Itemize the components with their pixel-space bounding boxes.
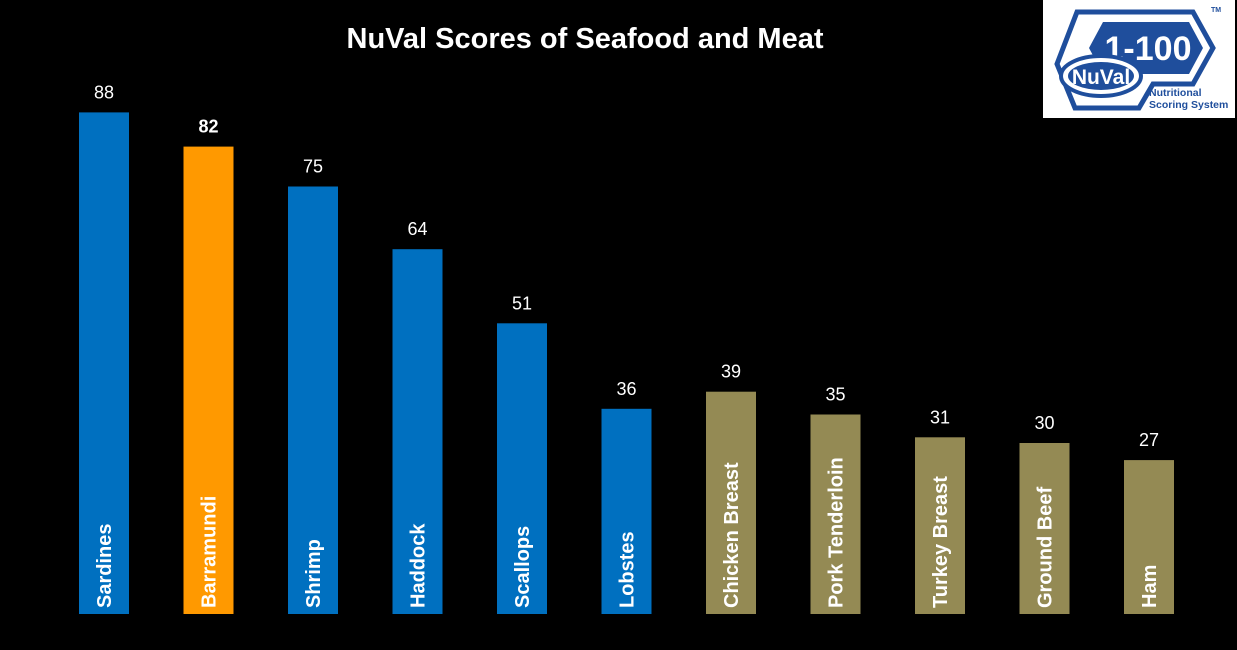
logo-tagline-line2: Scoring System xyxy=(1149,99,1228,111)
bar-lobstes xyxy=(601,408,652,614)
logo-tagline-line1: Nutritional xyxy=(1149,87,1202,99)
bar-barramundi xyxy=(183,146,234,614)
value-label-lobstes: 36 xyxy=(616,379,636,399)
category-label-lobstes: Lobstes xyxy=(617,531,639,608)
logo-brand-inner xyxy=(1068,62,1134,90)
bar-chicken-breast xyxy=(706,391,756,614)
logo-hexagon-outline xyxy=(1054,9,1216,111)
value-label-sardines: 88 xyxy=(94,82,114,102)
category-label-scallops: Scallops xyxy=(512,526,534,608)
category-label-pork-tenderloin: Pork Tenderloin xyxy=(826,457,848,608)
nuval-logo-graphic: 1-100 NuVal TM Nutritional Scoring Syste… xyxy=(1054,7,1228,111)
bar-shrimp xyxy=(288,186,338,614)
value-label-haddock: 64 xyxy=(407,219,427,239)
value-label-ham: 27 xyxy=(1139,430,1159,450)
bar-scallops xyxy=(497,323,547,614)
bar-ground-beef xyxy=(1019,443,1070,614)
category-label-haddock: Haddock xyxy=(408,523,430,608)
category-label-ham: Ham xyxy=(1139,565,1161,608)
bar-haddock xyxy=(392,249,443,614)
bar-group: 88 Sardines 82 Barramundi 75 Shrimp 64 Haddock 5… xyxy=(79,82,1174,615)
bar-turkey-breast xyxy=(915,437,965,614)
value-label-scallops: 51 xyxy=(512,293,532,313)
bar-pork-tenderloin xyxy=(810,414,861,614)
value-label-turkey-breast: 31 xyxy=(930,407,950,427)
chart-title: NuVal Scores of Seafood and Meat xyxy=(347,23,824,55)
bar-sardines xyxy=(79,112,129,615)
logo-brand-text: NuVal xyxy=(1072,66,1130,89)
value-label-ground-beef: 30 xyxy=(1034,413,1054,433)
logo-trademark: TM xyxy=(1211,7,1221,14)
category-label-sardines: Sardines xyxy=(94,524,116,608)
nuval-logo: 1-100 NuVal TM Nutritional Scoring Syste… xyxy=(1043,0,1235,118)
value-label-pork-tenderloin: 35 xyxy=(825,385,845,405)
category-label-barramundi: Barramundi xyxy=(199,496,221,608)
category-label-chicken-breast: Chicken Breast xyxy=(721,462,743,608)
category-label-turkey-breast: Turkey Breast xyxy=(930,476,952,608)
value-label-chicken-breast: 39 xyxy=(721,362,741,382)
category-label-shrimp: Shrimp xyxy=(303,539,325,608)
value-label-barramundi: 82 xyxy=(198,117,218,137)
category-label-ground-beef: Ground Beef xyxy=(1035,487,1057,608)
bar-ham xyxy=(1124,460,1174,614)
value-label-shrimp: 75 xyxy=(303,157,323,177)
